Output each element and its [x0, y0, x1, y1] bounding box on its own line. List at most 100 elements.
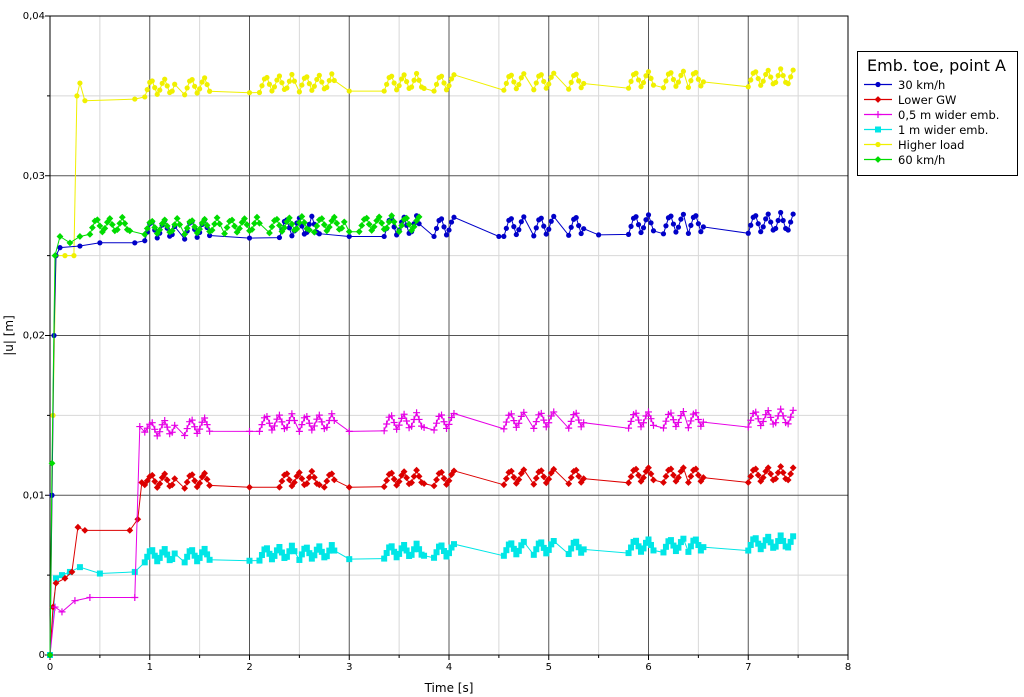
data-point	[551, 70, 557, 76]
data-point	[268, 426, 276, 434]
data-point	[189, 547, 196, 554]
data-point	[295, 427, 303, 435]
legend-symbol	[864, 96, 892, 103]
data-point	[747, 541, 754, 548]
data-point	[391, 224, 397, 230]
data-point	[148, 419, 156, 427]
data-point	[48, 459, 56, 467]
data-point	[51, 603, 59, 611]
data-point	[451, 214, 457, 220]
data-point	[304, 74, 310, 80]
data-point	[121, 220, 129, 227]
data-point	[315, 481, 323, 489]
data-point	[323, 553, 330, 560]
data-point	[394, 87, 400, 93]
data-point	[383, 477, 391, 484]
data-point	[511, 79, 517, 85]
legend-marker	[874, 111, 882, 118]
data-point	[246, 557, 253, 564]
data-point	[678, 216, 684, 222]
data-point	[146, 219, 154, 226]
data-point	[403, 417, 411, 425]
data-point	[687, 472, 695, 480]
data-point	[132, 96, 138, 102]
data-point	[779, 469, 787, 477]
data-point	[151, 425, 159, 433]
legend-marker	[874, 156, 882, 163]
data-point	[268, 223, 276, 231]
data-point	[77, 80, 83, 86]
data-point	[575, 472, 583, 480]
data-point	[101, 224, 109, 232]
data-point	[153, 484, 161, 491]
data-point	[438, 468, 445, 476]
series-line-0-5-m-wider-emb	[49, 407, 794, 656]
data-point	[390, 475, 398, 483]
data-point	[263, 412, 271, 420]
data-point	[197, 86, 203, 92]
data-point	[399, 76, 405, 82]
data-point	[345, 483, 353, 491]
data-point	[693, 213, 699, 219]
legend-label: 0,5 m wider emb.	[898, 107, 1000, 122]
data-point	[578, 85, 584, 91]
data-point	[315, 411, 323, 419]
data-point	[567, 474, 575, 481]
data-point	[62, 253, 68, 259]
data-point	[748, 222, 754, 228]
series-line-higher-load	[49, 67, 794, 656]
data-point	[765, 67, 771, 73]
data-point	[680, 68, 687, 74]
data-point	[318, 548, 325, 555]
data-point	[408, 479, 415, 486]
data-point	[288, 220, 296, 228]
data-point	[273, 547, 280, 554]
data-point	[532, 474, 540, 482]
data-point	[757, 546, 764, 553]
data-point	[299, 82, 305, 88]
data-point	[775, 217, 781, 224]
data-point	[450, 409, 458, 417]
data-point	[767, 470, 775, 478]
data-point	[540, 416, 548, 424]
data-point	[154, 235, 160, 241]
data-point	[546, 226, 552, 232]
data-point	[184, 553, 191, 560]
data-point	[274, 77, 280, 83]
data-point	[126, 526, 134, 534]
data-point	[633, 70, 639, 76]
y-tick-label: 0,04	[23, 11, 45, 22]
data-point	[762, 411, 770, 419]
data-point	[319, 79, 325, 85]
data-point	[443, 553, 450, 560]
data-point	[206, 228, 213, 235]
data-point	[627, 417, 635, 425]
data-point	[450, 541, 457, 548]
data-point	[171, 475, 179, 483]
data-point	[391, 548, 398, 555]
data-point	[513, 86, 519, 92]
legend-entries: 30 km/h Lower GW 0,5 m wider emb. 1 m wider…	[858, 77, 1017, 167]
data-point	[518, 75, 524, 81]
data-point	[511, 224, 517, 230]
data-point	[441, 80, 447, 86]
data-point	[291, 78, 297, 84]
series-lower-gw	[46, 463, 797, 659]
data-point	[755, 75, 761, 82]
data-point	[642, 412, 650, 420]
data-point	[576, 222, 582, 229]
data-point	[545, 546, 552, 553]
data-point	[273, 215, 281, 223]
data-point	[777, 405, 785, 413]
data-point	[768, 74, 774, 80]
data-point	[538, 539, 545, 546]
data-point	[398, 545, 405, 552]
data-point	[416, 77, 422, 83]
data-point	[516, 227, 522, 233]
data-point	[433, 419, 441, 427]
data-point	[546, 81, 552, 87]
data-point	[206, 482, 213, 489]
data-point	[318, 215, 326, 222]
data-point	[667, 409, 675, 417]
data-point	[206, 427, 214, 435]
